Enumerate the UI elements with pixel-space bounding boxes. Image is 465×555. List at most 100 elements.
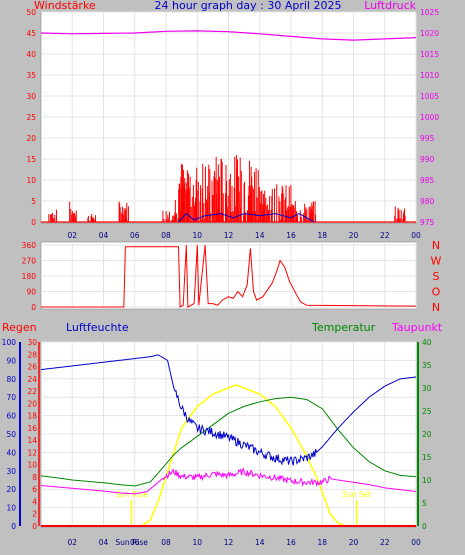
pressure-tick-label: 1020 <box>420 29 439 38</box>
pressure-tick-label: 980 <box>420 197 435 206</box>
x-tick-label: 22 <box>380 231 390 240</box>
x-tick-label: 00 <box>411 538 421 547</box>
x-tick-label: 18 <box>317 231 327 240</box>
x-tick-label: 08 <box>161 231 171 240</box>
luftfeuchte-label: Luftfeuchte <box>66 321 129 334</box>
weather-grid <box>41 341 417 526</box>
wind-tick-label: 40 <box>26 50 36 59</box>
compass-tick-label: O <box>432 286 441 299</box>
wind-tick-label: 20 <box>26 134 36 143</box>
direction-axis: 0 90 180 270 360 <box>22 241 37 312</box>
rain-tick-label: 24 <box>27 375 37 384</box>
x-tick-label: 14 <box>255 538 265 547</box>
pressure-tick-label: 975 <box>420 218 435 227</box>
compass-tick-label: N <box>432 239 440 252</box>
temperatur-label: Temperatur <box>311 321 376 334</box>
rain-tick-label: 8 <box>32 473 37 482</box>
dewpoint-series <box>40 467 417 495</box>
temperature-tick-label: 0 <box>422 522 427 531</box>
x-tick-label: 00 <box>411 231 421 240</box>
x-tick-label: 20 <box>349 231 359 240</box>
wind-tick-label: 30 <box>26 92 36 101</box>
pressure-tick-label: 1025 <box>420 8 439 17</box>
pressure-tick-label: 995 <box>420 134 435 143</box>
x-tick-label: 16 <box>286 538 296 547</box>
rain-tick-label: 14 <box>27 436 37 445</box>
humidity-tick-label: 0 <box>11 522 16 531</box>
rain-tick-label: 18 <box>27 412 37 421</box>
humidity-line <box>40 354 417 466</box>
temperature-axis: 0 5 10 15 20 25 30 35 40 <box>417 338 432 531</box>
x-tick-label: 02 <box>67 538 77 547</box>
wind-tick-label: 5 <box>31 197 36 206</box>
temperature-tick-label: 35 <box>422 361 432 370</box>
pressure-tick-label: 1000 <box>420 113 439 122</box>
pressure-series <box>40 30 417 41</box>
humidity-tick-label: 90 <box>6 356 16 365</box>
temperature-tick-label: 5 <box>422 499 427 508</box>
temperature-line <box>40 396 417 487</box>
rain-tick-label: 0 <box>32 522 37 531</box>
temperature-tick-label: 40 <box>422 338 432 347</box>
taupunkt-label: Taupunkt <box>391 321 443 334</box>
x-tick-label: 12 <box>224 231 234 240</box>
rain-tick-label: 20 <box>27 399 37 408</box>
wind-gust-series <box>178 212 315 223</box>
humidity-tick-label: 10 <box>6 504 16 513</box>
x-tick-label: 02 <box>67 231 77 240</box>
temperature-tick-label: 20 <box>422 430 432 439</box>
pressure-tick-label: 1015 <box>420 50 439 59</box>
x-tick-label: 10 <box>192 538 202 547</box>
sun-rise-bottom-label: Sun Rise <box>115 538 148 547</box>
wind-tick-label: 15 <box>26 155 36 164</box>
x-tick-label: 20 <box>349 538 359 547</box>
pressure-tick-label: 1005 <box>420 92 439 101</box>
rain-tick-label: 30 <box>27 338 37 347</box>
wind-tick-label: 45 <box>26 29 36 38</box>
temperature-series <box>40 396 417 487</box>
regen-label: Regen <box>2 321 37 334</box>
wind-axis: 0 5 10 15 20 25 30 35 40 45 50 <box>26 8 36 227</box>
humidity-tick-label: 100 <box>2 338 17 347</box>
sun-markers: Sun Rise Sun Set Sun Rise <box>115 490 371 547</box>
direction-line <box>41 244 417 308</box>
rain-tick-label: 26 <box>27 363 37 372</box>
x-tick-label: 06 <box>130 538 140 547</box>
pressure-line <box>40 30 417 41</box>
sun-set-label: Sun Set <box>342 490 371 499</box>
compass-tick-label: W <box>431 255 442 268</box>
humidity-axis: 0 10 20 30 40 50 60 70 80 90 100 <box>2 338 21 531</box>
rain-tick-label: 28 <box>27 350 37 359</box>
direction-tick-label: 0 <box>31 303 36 312</box>
temperature-tick-label: 15 <box>422 453 432 462</box>
rain-tick-label: 12 <box>27 448 37 457</box>
solar-line <box>41 384 416 527</box>
wind-tick-label: 25 <box>26 113 36 122</box>
humidity-tick-label: 50 <box>6 430 16 439</box>
x-tick-label: 10 <box>192 231 202 240</box>
humidity-tick-label: 40 <box>6 448 16 457</box>
solar-series <box>41 384 416 527</box>
pressure-tick-label: 990 <box>420 155 435 164</box>
pressure-tick-label: 985 <box>420 176 435 185</box>
direction-tick-label: 270 <box>22 257 37 266</box>
rain-tick-label: 16 <box>27 424 37 433</box>
wind-tick-label: 35 <box>26 71 36 80</box>
direction-tick-label: 360 <box>22 241 37 250</box>
humidity-tick-label: 80 <box>6 375 16 384</box>
wind-x-axis: 02 04 06 08 10 12 14 16 18 20 22 00 <box>67 231 421 240</box>
temperature-tick-label: 10 <box>422 476 432 485</box>
luftdruck-label: Luftdruck <box>364 0 416 12</box>
sun-rise-label: Sun Rise <box>115 490 148 499</box>
rain-tick-label: 10 <box>27 461 37 470</box>
rain-tick-label: 2 <box>32 510 37 519</box>
x-tick-label: 14 <box>255 231 265 240</box>
humidity-series <box>40 354 417 466</box>
compass-tick-label: S <box>433 270 440 283</box>
wind-tick-label: 50 <box>26 8 36 17</box>
wind-tick-label: 0 <box>31 218 36 227</box>
